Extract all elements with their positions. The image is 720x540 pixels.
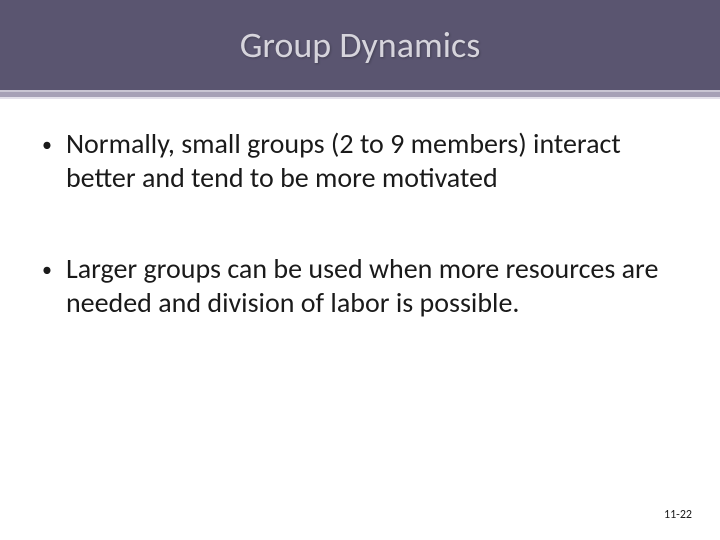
slide-title: Group Dynamics (240, 23, 481, 67)
bullet-text: Normally, small groups (2 to 9 members) … (66, 127, 680, 194)
title-band: Group Dynamics (0, 0, 720, 90)
title-bar: Group Dynamics (0, 0, 720, 99)
bullet-marker-icon: • (42, 252, 52, 288)
page-number: 11-22 (664, 508, 692, 522)
bullet-text: Larger groups can be used when more reso… (66, 252, 680, 319)
bullet-marker-icon: • (42, 127, 52, 163)
divider-line-3 (0, 97, 720, 99)
bullet-item: • Normally, small groups (2 to 9 members… (40, 127, 680, 194)
content-area: • Normally, small groups (2 to 9 members… (0, 99, 720, 319)
bullet-item: • Larger groups can be used when more re… (40, 252, 680, 319)
